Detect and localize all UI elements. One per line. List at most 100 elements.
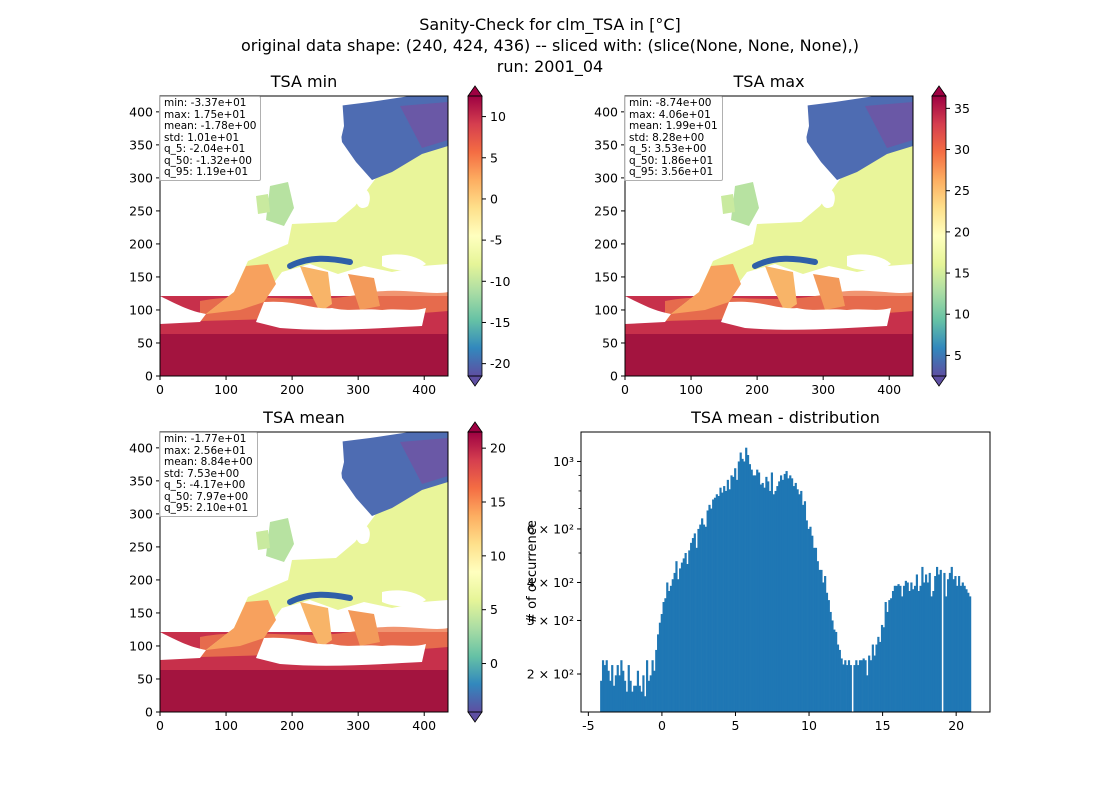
histogram-bar: [802, 504, 805, 712]
lapland: [400, 102, 448, 148]
histogram-bar: [813, 547, 816, 712]
histogram-bar: [647, 680, 651, 712]
histogram-bar: [800, 490, 803, 712]
histogram-bar: [688, 550, 691, 712]
histogram-bar: [948, 572, 952, 712]
baltic-sea: [355, 524, 370, 545]
y-tick-label: 250: [129, 539, 153, 554]
histogram-panel: TSA mean - distribution -5 0 5 10 15 20 2 × 10²…: [525, 408, 991, 733]
histogram-bar: [728, 489, 731, 712]
histogram-bar: [601, 660, 605, 712]
histogram-bar: [877, 636, 880, 712]
black-sea: [382, 590, 426, 607]
histogram-bar: [768, 490, 772, 712]
y-tick-label: 400: [129, 104, 153, 119]
histogram-bar: [655, 649, 658, 712]
colorbar-extend-min: [931, 375, 947, 387]
histogram-bar: [701, 518, 704, 712]
histogram-bar: [831, 620, 834, 712]
histogram-bar: [697, 528, 700, 712]
histogram-bar: [746, 455, 750, 712]
histogram-bar: [675, 561, 678, 712]
colorbar-gradient: [468, 432, 482, 712]
histogram-bar: [721, 492, 724, 712]
stats-line: q_50: 7.97e+00: [164, 490, 249, 503]
italy: [300, 266, 332, 312]
histogram-bar: [853, 665, 856, 712]
colorbar-tick-label: 10: [490, 548, 506, 563]
histogram-bar: [759, 484, 762, 712]
histogram-bar: [668, 590, 671, 712]
histogram-bar: [871, 644, 874, 712]
histogram-bar: [930, 596, 933, 712]
x-tick-label: 0: [156, 382, 164, 397]
histogram-bar: [607, 670, 610, 712]
histogram-bar: [629, 680, 632, 712]
histogram-bar: [950, 566, 953, 712]
colorbar-tick-label: 0: [490, 656, 498, 671]
histogram-bar: [691, 538, 695, 712]
histogram-bar: [816, 561, 819, 712]
histogram-bar: [618, 675, 621, 712]
histogram-bar: [908, 590, 911, 712]
stats-line: q_5: -2.04e+01: [164, 143, 246, 155]
x-tick-label: 0: [156, 718, 164, 733]
histogram-bar: [866, 675, 869, 712]
histogram-bar: [666, 582, 669, 712]
y-tick-label: 250: [129, 203, 153, 218]
iberia: [206, 600, 276, 650]
histogram-bar: [827, 600, 830, 712]
colorbar-extend-max: [467, 85, 483, 97]
y-tick-label: 150: [129, 269, 153, 284]
stats-line: q_95: 2.10e+01: [164, 502, 249, 514]
y-tick-label: 250: [594, 203, 618, 218]
suptitle-line-2: original data shape: (240, 424, 436) -- …: [241, 36, 859, 55]
x-tick-label: 100: [679, 382, 703, 397]
histogram-bar: [829, 611, 832, 712]
stats-line: std: 1.01e+01: [164, 131, 240, 144]
histogram-bar: [954, 576, 957, 712]
histogram-bar: [636, 670, 640, 712]
colorbar-tick-label: 10: [490, 109, 506, 124]
histogram-bar: [789, 475, 792, 712]
histogram-bar: [869, 660, 873, 712]
colorbar-tick-label: 5: [954, 348, 962, 363]
atlantic-coast: [160, 296, 206, 324]
histogram-bar: [638, 685, 641, 712]
sahara-zone: [160, 334, 448, 376]
histogram-bar: [690, 542, 693, 712]
histogram-bar: [778, 481, 781, 712]
histogram-bar: [820, 569, 823, 712]
histogram-bar: [622, 670, 625, 712]
balkans: [813, 274, 845, 310]
colorbar-extend-min: [467, 375, 483, 387]
alps: [752, 255, 818, 269]
histogram-bar: [862, 658, 865, 712]
atlantic-coast: [625, 296, 671, 324]
alps: [287, 591, 353, 605]
histogram-bar: [612, 685, 616, 712]
histogram-bar: [752, 475, 755, 712]
histogram-bar: [906, 582, 909, 712]
colorbar-tick-label: 20: [490, 441, 506, 456]
x-tick-label: 200: [745, 382, 769, 397]
histogram-bar: [761, 482, 764, 712]
histogram-bar: [657, 634, 660, 712]
histogram-bar: [677, 579, 680, 712]
heatmap-image: [625, 96, 913, 376]
y-tick-label: 400: [594, 104, 618, 119]
histogram-bar: [741, 458, 744, 712]
histogram-bar: [785, 471, 788, 712]
histogram-bar: [886, 611, 889, 712]
histogram-bar: [743, 461, 746, 712]
histogram-bar: [763, 487, 766, 712]
histogram-bar: [710, 508, 713, 712]
stats-line: q_5: 3.53e+00: [629, 143, 707, 155]
histogram-bar: [917, 590, 920, 712]
stats-line: q_50: -1.32e+00: [164, 154, 252, 167]
histogram-bar: [603, 665, 606, 712]
histogram-bar: [734, 468, 737, 712]
stats-line: mean: -1.78e+00: [164, 120, 257, 132]
histogram-bar: [640, 691, 643, 712]
histogram-bar: [932, 590, 935, 712]
